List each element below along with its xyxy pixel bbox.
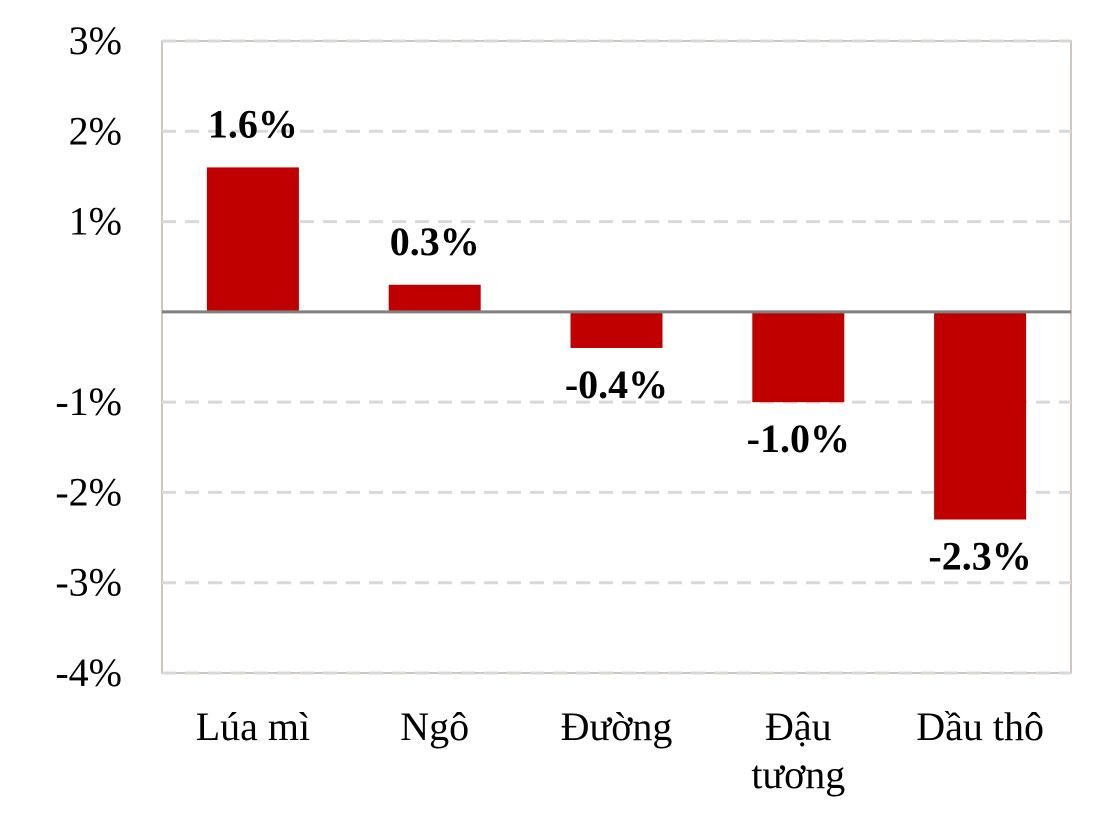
data-label: -0.4% [565, 362, 668, 407]
y-tick-label: 1% [69, 199, 122, 244]
gridlines [162, 39, 1071, 675]
plot-frame [161, 40, 1072, 674]
data-label: -2.3% [928, 534, 1031, 579]
bar [206, 167, 299, 312]
bar [934, 311, 1027, 520]
y-tick-label: -2% [55, 469, 122, 514]
y-tick-label: -3% [55, 560, 122, 605]
data-labels: 1.6% 0.3% -0.4% -1.0% -2.3% [208, 101, 1032, 578]
bars [206, 167, 1027, 520]
y-tick-label: 2% [69, 108, 122, 153]
x-category-label: Đậu [765, 704, 832, 749]
y-axis-ticks: 3% 2% 1% -1% -2% -3% -4% [55, 18, 122, 695]
bar [388, 284, 481, 312]
x-category-label: Lúa mì [196, 704, 310, 749]
x-category-label: Dầu thô [916, 704, 1044, 749]
bar [570, 311, 663, 348]
x-category-label: Ngô [400, 704, 469, 749]
x-category-label: Đường [561, 704, 673, 749]
y-tick-label: -4% [55, 650, 122, 695]
y-tick-label: 3% [69, 18, 122, 63]
data-label: 1.6% [208, 101, 298, 146]
data-label: 0.3% [390, 219, 480, 264]
x-category-label: tương [751, 752, 845, 797]
data-label: -1.0% [747, 416, 850, 461]
y-tick-label: -1% [55, 379, 122, 424]
bar [752, 311, 845, 403]
